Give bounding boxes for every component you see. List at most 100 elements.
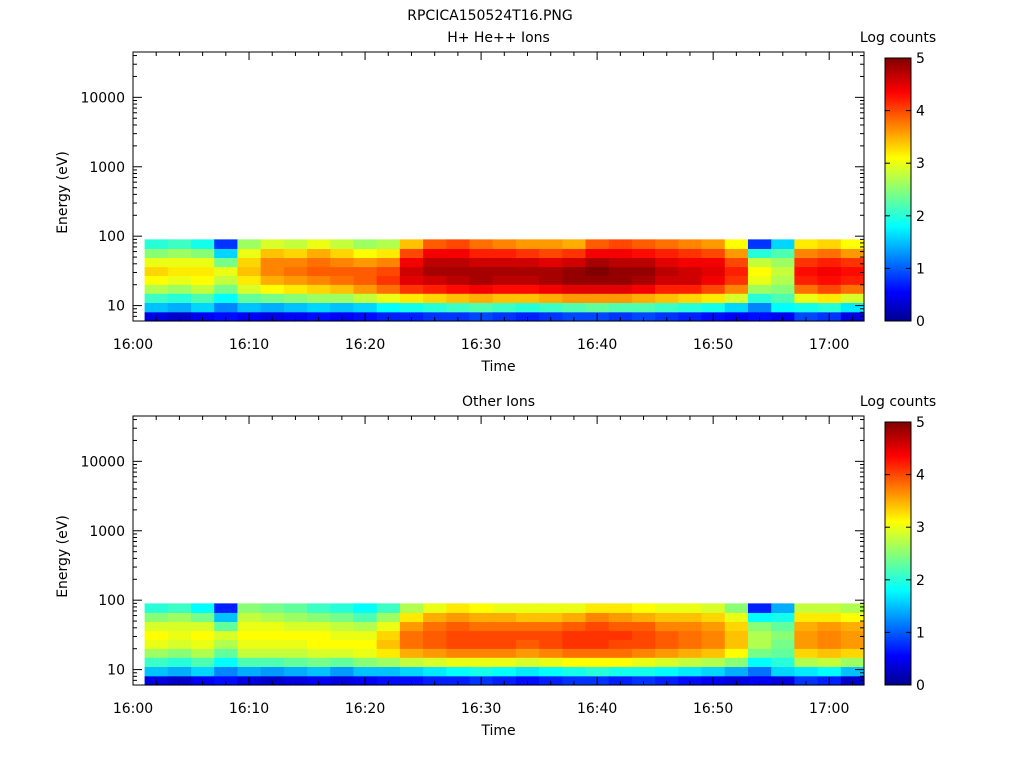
- heatmap-cell: [492, 293, 517, 304]
- heatmap-cell: [678, 675, 703, 686]
- heatmap-cell: [701, 275, 726, 285]
- heatmap-cell: [376, 302, 401, 313]
- colorbar-tick-label: 5: [916, 415, 925, 431]
- heatmap-cell: [260, 648, 285, 658]
- heatmap-cell: [330, 266, 355, 277]
- heatmap-cell: [446, 675, 471, 686]
- heatmap-cell: [307, 311, 331, 322]
- heatmap-cell: [260, 302, 285, 313]
- heatmap-cell: [423, 239, 447, 249]
- heatmap-cell: [214, 248, 239, 259]
- heatmap-cell: [307, 284, 331, 294]
- heatmap-cell: [237, 630, 262, 641]
- heatmap-cell: [817, 621, 842, 632]
- heatmap-cell: [330, 657, 355, 668]
- heatmap-cell: [167, 621, 192, 632]
- heatmap-cell: [608, 275, 633, 285]
- heatmap-cell: [515, 248, 540, 259]
- heatmap-cell: [446, 612, 471, 623]
- heatmap-cell: [307, 621, 331, 632]
- heatmap-cell: [353, 239, 378, 249]
- heatmap-cell: [353, 648, 378, 658]
- heatmap-cell: [631, 666, 656, 677]
- heatmap-cell: [237, 293, 262, 304]
- colorbar-tick-label: 4: [916, 104, 925, 120]
- heatmap-cell: [724, 639, 749, 649]
- heatmap-cell: [144, 657, 169, 668]
- heatmap-cell: [585, 239, 610, 249]
- colorbar-label: Log counts: [860, 394, 936, 410]
- heatmap-cell: [515, 302, 540, 313]
- heatmap-cell: [794, 621, 819, 632]
- heatmap-cell: [724, 284, 749, 294]
- heatmap-cell: [840, 275, 865, 285]
- colorbar-tick-label: 0: [916, 678, 925, 694]
- heatmap-cell: [771, 639, 795, 649]
- heatmap-cell: [307, 612, 331, 623]
- heatmap-cell: [631, 257, 656, 268]
- y-tick-label: 1000: [89, 160, 125, 176]
- heatmap-cell: [585, 648, 610, 658]
- heatmap-cell: [191, 239, 215, 249]
- heatmap-cell: [794, 302, 819, 313]
- heatmap-cell: [167, 293, 192, 304]
- heatmap-cell: [191, 266, 215, 277]
- heatmap-cell: [655, 275, 679, 285]
- y-tick-label: 1000: [89, 524, 125, 540]
- heatmap-cell: [191, 311, 215, 322]
- heatmap-cell: [655, 657, 679, 668]
- heatmap-cell: [515, 666, 540, 677]
- heatmap-cell: [631, 621, 656, 632]
- heatmap-cell: [492, 284, 517, 294]
- heatmap-cell: [794, 603, 819, 613]
- heatmap-cell: [423, 266, 447, 277]
- heatmap-cell: [469, 302, 494, 313]
- heatmap-cell: [655, 302, 679, 313]
- heatmap-cell: [539, 639, 563, 649]
- heatmap-cell: [655, 639, 679, 649]
- heatmap-cell: [399, 239, 424, 249]
- heatmap-cell: [260, 275, 285, 285]
- heatmap-cell: [631, 239, 656, 249]
- heatmap-cell: [399, 266, 424, 277]
- heatmap-cell: [330, 612, 355, 623]
- heatmap-cell: [678, 657, 703, 668]
- heatmap-cell: [353, 603, 378, 613]
- heatmap-cell: [283, 302, 308, 313]
- heatmap-cell: [283, 621, 308, 632]
- heatmap-cell: [840, 293, 865, 304]
- heatmap-cell: [330, 302, 355, 313]
- heatmap-cell: [678, 293, 703, 304]
- heatmap-cell: [214, 666, 239, 677]
- heatmap-cell: [840, 621, 865, 632]
- heatmap-cell: [585, 612, 610, 623]
- heatmap-cell: [446, 648, 471, 658]
- x-tick-label: 17:00: [809, 337, 849, 353]
- heatmap-cell: [167, 675, 192, 686]
- x-tick-label: 16:00: [113, 701, 153, 717]
- heatmap-cell: [353, 284, 378, 294]
- heatmap-cell: [376, 257, 401, 268]
- heatmap-cell: [469, 284, 494, 294]
- heatmap-cell: [191, 630, 215, 641]
- heatmap-cell: [724, 302, 749, 313]
- heatmap-cell: [469, 639, 494, 649]
- heatmap-cell: [283, 266, 308, 277]
- heatmap-cell: [469, 239, 494, 249]
- heatmap-cell: [376, 675, 401, 686]
- heatmap-cell: [446, 293, 471, 304]
- heatmap-cell: [817, 248, 842, 259]
- heatmap-cell: [376, 248, 401, 259]
- heatmap-cell: [747, 639, 772, 649]
- panel-title: H+ He++ Ions: [447, 30, 550, 46]
- heatmap-cell: [724, 293, 749, 304]
- heatmap-cell: [469, 621, 494, 632]
- heatmap-cell: [446, 621, 471, 632]
- heatmap-cell: [701, 284, 726, 294]
- heatmap-cell: [492, 648, 517, 658]
- colorbar-tick-label: 2: [916, 573, 925, 589]
- heatmap-cell: [631, 639, 656, 649]
- heatmap-cell: [539, 302, 563, 313]
- heatmap-cell: [794, 657, 819, 668]
- x-tick-label: 16:10: [229, 337, 269, 353]
